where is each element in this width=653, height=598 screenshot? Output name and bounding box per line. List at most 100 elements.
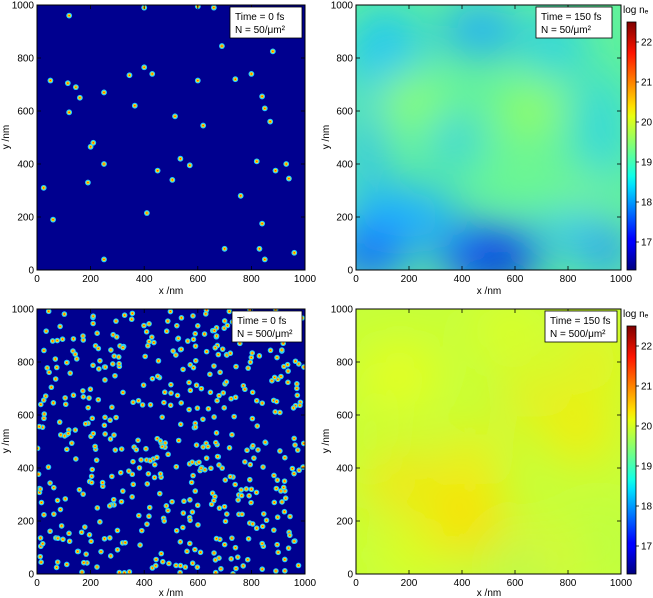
particle-core [246, 449, 248, 451]
particle-core [50, 386, 53, 388]
particle-core [68, 14, 70, 17]
particle-core [40, 561, 42, 563]
particle-core [223, 505, 226, 508]
colorbar-tick-label: 17 [641, 238, 653, 249]
particle-core [152, 458, 154, 460]
x-tick-label: 0 [34, 274, 40, 285]
particle-core [198, 461, 200, 463]
particle-core [80, 531, 83, 533]
particle-core [172, 350, 174, 352]
particle-core [69, 372, 71, 374]
particle-core [104, 379, 106, 381]
colorbar-tick-label: 21 [641, 78, 653, 89]
particle-core [103, 258, 105, 261]
particle-core [104, 433, 106, 435]
particle-core [88, 397, 90, 399]
particle-core [74, 353, 76, 355]
particle-core [250, 73, 253, 75]
particle-core [275, 400, 278, 403]
particle-core [294, 360, 297, 362]
particle-core [218, 394, 220, 397]
particle-core [67, 432, 69, 435]
particle-core [210, 503, 213, 505]
particle-core [67, 82, 69, 84]
particle-core [84, 526, 86, 528]
particle-core [168, 562, 170, 565]
x-tick-label: 0 [353, 578, 359, 589]
particle-core [38, 491, 41, 494]
particle-core [92, 322, 94, 325]
particle-core [297, 564, 300, 567]
particle-core [188, 381, 190, 384]
particle-core [274, 169, 277, 172]
particle-core [100, 550, 102, 553]
particle-core [137, 399, 140, 402]
particle-core [223, 543, 226, 546]
particle-core [96, 332, 98, 334]
particle-core [113, 434, 115, 436]
particle-core [43, 399, 45, 401]
particle-core [167, 509, 169, 512]
particle-core [202, 124, 204, 127]
particle-core [226, 324, 229, 327]
particle-core [72, 338, 75, 340]
x-tick-label: 400 [136, 578, 153, 589]
y-tick-label: 600 [17, 411, 34, 422]
colorbar-tick-label: 20 [641, 118, 653, 129]
particle-core [91, 417, 94, 420]
particle-core [131, 312, 134, 315]
particle-core [174, 115, 176, 118]
particle-core [144, 355, 146, 358]
colorbar-tick-label: 21 [641, 382, 653, 393]
particle-core [272, 50, 274, 53]
y-tick-label: 800 [17, 358, 34, 369]
particle-core [119, 345, 121, 347]
particle-core [287, 547, 290, 549]
particle-core [155, 564, 157, 567]
particle-core [249, 361, 252, 363]
particle-core [118, 571, 121, 574]
particle-core [279, 411, 281, 414]
particle-core [190, 481, 193, 484]
particle-core [118, 363, 120, 365]
y-axis-label: y /nm [1, 429, 12, 453]
y-tick-label: 0 [28, 266, 34, 277]
particle-core [45, 330, 47, 332]
particle-core [299, 404, 301, 406]
particle-core [90, 435, 92, 438]
particle-core [146, 212, 148, 214]
particle-core [56, 339, 58, 342]
particle-core [225, 381, 228, 383]
y-tick-label: 0 [347, 570, 353, 581]
particle-core [114, 375, 116, 377]
particle-core [187, 340, 189, 342]
particle-core [175, 354, 177, 356]
particle-core [237, 499, 239, 501]
particle-core [261, 402, 263, 404]
particle-core [128, 571, 131, 573]
particle-core [157, 360, 160, 362]
particle-core [92, 142, 95, 144]
particle-core [120, 471, 122, 474]
particle-core [149, 404, 152, 406]
particle-core [97, 347, 100, 350]
y-tick-label: 0 [347, 266, 353, 277]
particle-core [111, 406, 113, 408]
particle-core [223, 248, 226, 250]
particle-core [128, 74, 131, 76]
particle-core [275, 570, 277, 572]
particle-core [133, 446, 135, 448]
particle-core [303, 366, 305, 368]
particle-core [66, 563, 68, 566]
particle-core [284, 497, 287, 499]
particle-core [189, 499, 191, 501]
x-tick-label: 800 [243, 274, 260, 285]
particle-core [47, 466, 50, 468]
particle-core [213, 329, 216, 332]
particle-core [137, 439, 139, 442]
particle-core [142, 384, 145, 386]
particle-core [276, 356, 278, 359]
particle-core [282, 486, 285, 489]
particle-core [253, 457, 255, 459]
y-tick-label: 200 [17, 517, 34, 528]
